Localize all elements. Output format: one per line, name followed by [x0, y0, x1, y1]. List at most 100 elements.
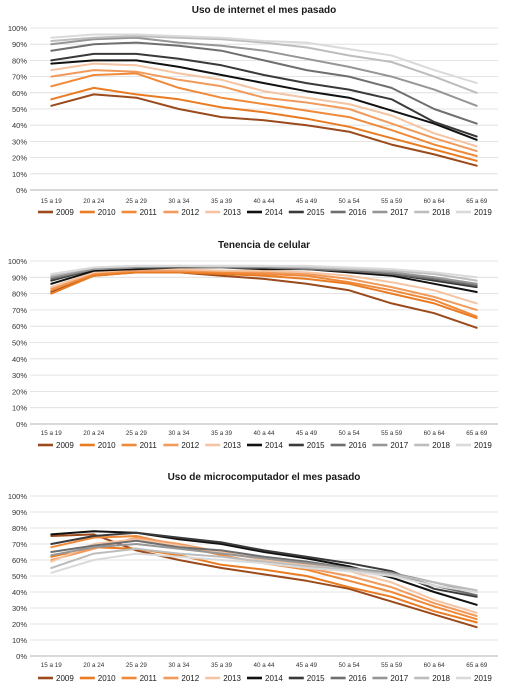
series-line-2018	[50, 547, 478, 592]
legend-label-2018: 2018	[432, 674, 450, 683]
series-line-2019	[50, 264, 478, 279]
chart-computer-use: Uso de microcomputador el mes pasado 0% 10…	[8, 472, 498, 683]
y-tick-label: 0%	[16, 420, 27, 429]
x-tick-label: 55 a 59	[381, 430, 403, 437]
y-tick-label: 100%	[8, 257, 28, 266]
series-line-2016	[50, 41, 478, 125]
series-line-2014	[50, 59, 478, 141]
legend-label-2013: 2013	[223, 208, 241, 217]
legend-label-2019: 2019	[474, 674, 492, 683]
legend-label-2013: 2013	[223, 441, 241, 450]
legend-label-2009: 2009	[56, 674, 74, 683]
x-tick-label: 35 a 39	[211, 430, 233, 437]
y-tick-label: 50%	[12, 105, 27, 114]
series-line-2019	[50, 552, 478, 593]
y-tick-label: 70%	[12, 306, 27, 315]
x-tick-label: 65 a 69	[466, 198, 488, 205]
y-tick-label: 30%	[12, 137, 27, 146]
y-tick-label: 10%	[12, 170, 27, 179]
series-line-2019	[50, 33, 478, 85]
x-tick-label: 30 a 34	[168, 662, 190, 669]
legend-label-2016: 2016	[349, 208, 367, 217]
y-tick-label: 60%	[12, 322, 27, 331]
legend-label-2019: 2019	[474, 441, 492, 450]
series-line-2010	[50, 546, 478, 624]
series-line-2010	[50, 86, 478, 162]
y-tick-label: 0%	[16, 652, 27, 661]
x-tick-label: 35 a 39	[211, 662, 233, 669]
y-tick-label: 30%	[12, 371, 27, 380]
x-tick-label: 20 a 24	[83, 430, 105, 437]
legend-label-2009: 2009	[56, 208, 74, 217]
legend-label-2010: 2010	[98, 208, 116, 217]
series-line-2010	[50, 271, 478, 320]
x-tick-label: 55 a 59	[381, 662, 403, 669]
x-tick-label: 40 a 44	[253, 198, 275, 205]
y-tick-label: 10%	[12, 636, 27, 645]
series-line-2017	[50, 543, 478, 593]
y-tick-label: 20%	[12, 620, 27, 629]
legend-label-2018: 2018	[432, 208, 450, 217]
y-tick-label: 80%	[12, 524, 27, 533]
y-tick-label: 50%	[12, 339, 27, 348]
y-tick-label: 40%	[12, 121, 27, 130]
x-tick-label: 55 a 59	[381, 198, 403, 205]
y-tick-label: 60%	[12, 89, 27, 98]
x-tick-label: 45 a 49	[296, 662, 318, 669]
y-tick-label: 90%	[12, 508, 27, 517]
legend-label-2018: 2018	[432, 441, 450, 450]
y-tick-label: 40%	[12, 355, 27, 364]
x-tick-label: 25 a 29	[126, 430, 148, 437]
x-tick-label: 50 a 54	[339, 430, 361, 437]
legend-label-2010: 2010	[98, 674, 116, 683]
series-line-2013	[50, 538, 478, 614]
y-tick-label: 80%	[12, 56, 27, 65]
x-tick-label: 65 a 69	[466, 430, 488, 437]
series-line-2013	[50, 62, 478, 148]
x-tick-label: 20 a 24	[83, 198, 105, 205]
y-tick-label: 100%	[8, 24, 28, 33]
series-line-2016	[50, 539, 478, 597]
legend-label-2012: 2012	[181, 208, 199, 217]
x-tick-label: 45 a 49	[296, 198, 318, 205]
x-tick-label: 30 a 34	[168, 430, 190, 437]
y-tick-label: 90%	[12, 40, 27, 49]
series-line-2018	[50, 35, 478, 94]
chart-internet-use: Uso de internet el mes pasado 0% 10% 20% 30%…	[8, 5, 498, 217]
y-tick-label: 40%	[12, 588, 27, 597]
y-tick-label: 30%	[12, 604, 27, 613]
series-line-2009	[50, 93, 478, 167]
legend-label-2014: 2014	[265, 674, 283, 683]
x-tick-label: 25 a 29	[126, 198, 148, 205]
y-tick-label: 0%	[16, 186, 27, 195]
x-tick-label: 60 a 64	[424, 198, 446, 205]
legend-label-2012: 2012	[181, 441, 199, 450]
chart-title: Tenencia de celular	[218, 240, 310, 251]
series-line-2017	[50, 264, 478, 285]
legend-label-2012: 2012	[181, 674, 199, 683]
series-line-2014	[50, 266, 478, 293]
legend-label-2015: 2015	[307, 674, 325, 683]
legend-label-2011: 2011	[140, 674, 158, 683]
legend-label-2009: 2009	[56, 441, 74, 450]
legend-label-2016: 2016	[349, 674, 367, 683]
legend-label-2013: 2013	[223, 674, 241, 683]
x-tick-label: 35 a 39	[211, 198, 233, 205]
legend-label-2010: 2010	[98, 441, 116, 450]
chart-cellphone-ownership: Tenencia de celular 0% 10% 20% 30% 40% 50% 60% 7…	[8, 240, 498, 450]
x-tick-label: 40 a 44	[253, 662, 275, 669]
y-tick-label: 20%	[12, 387, 27, 396]
legend-label-2011: 2011	[140, 441, 158, 450]
chart-title: Uso de microcomputador el mes pasado	[168, 472, 361, 483]
x-tick-label: 60 a 64	[424, 430, 446, 437]
legend-label-2014: 2014	[265, 208, 283, 217]
y-tick-label: 80%	[12, 290, 27, 299]
x-tick-label: 50 a 54	[339, 662, 361, 669]
x-tick-label: 15 a 19	[41, 198, 63, 205]
legend-label-2016: 2016	[349, 441, 367, 450]
legend-label-2017: 2017	[390, 674, 408, 683]
legend-label-2014: 2014	[265, 441, 283, 450]
series-line-2012	[50, 69, 478, 153]
x-tick-label: 40 a 44	[253, 430, 275, 437]
x-tick-label: 65 a 69	[466, 662, 488, 669]
